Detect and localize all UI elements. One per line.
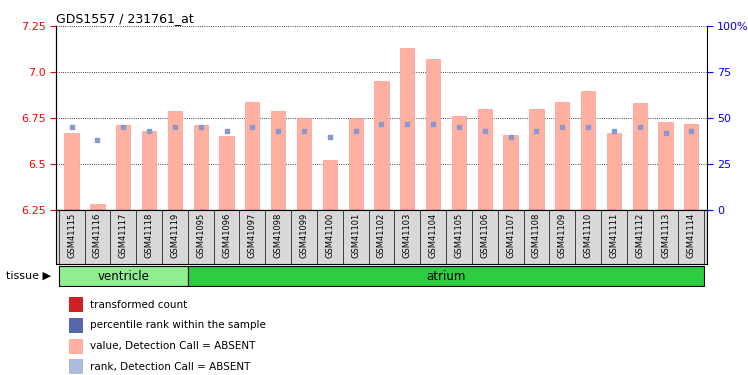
Text: GSM41097: GSM41097	[248, 213, 257, 258]
Text: GSM41106: GSM41106	[480, 213, 489, 258]
Bar	[607, 133, 621, 210]
Text: GSM41099: GSM41099	[299, 213, 308, 258]
Text: GSM41119: GSM41119	[171, 213, 180, 258]
Bar	[555, 102, 569, 210]
Text: GDS1557 / 231761_at: GDS1557 / 231761_at	[56, 12, 194, 25]
Text: GSM41096: GSM41096	[222, 213, 231, 258]
Point	[375, 121, 387, 127]
Text: GSM41103: GSM41103	[403, 213, 412, 258]
Bar	[69, 318, 84, 333]
Point	[685, 128, 697, 134]
Text: GSM41114: GSM41114	[687, 213, 696, 258]
Bar	[452, 116, 466, 210]
Text: GSM41105: GSM41105	[455, 213, 464, 258]
Bar	[503, 135, 518, 210]
Text: GSM41100: GSM41100	[325, 213, 334, 258]
Text: GSM41095: GSM41095	[196, 213, 205, 258]
Bar	[64, 133, 79, 210]
Bar	[349, 118, 363, 210]
Point	[272, 128, 284, 134]
Point	[169, 124, 181, 130]
Point	[298, 128, 310, 134]
Point	[402, 121, 414, 127]
Text: value, Detection Call = ABSENT: value, Detection Call = ABSENT	[90, 341, 255, 351]
Text: GSM41102: GSM41102	[377, 213, 386, 258]
Bar	[69, 359, 84, 374]
Point	[505, 134, 517, 140]
Point	[66, 124, 78, 130]
Point	[582, 124, 594, 130]
Bar	[684, 124, 699, 210]
Bar	[426, 59, 441, 210]
Bar	[69, 339, 84, 354]
Text: GSM41113: GSM41113	[661, 213, 670, 258]
Text: transformed count: transformed count	[90, 300, 187, 310]
FancyBboxPatch shape	[188, 266, 705, 286]
Bar	[530, 109, 544, 210]
Bar	[375, 81, 388, 210]
Text: GSM41104: GSM41104	[429, 213, 438, 258]
Bar	[400, 48, 414, 210]
Bar	[91, 204, 105, 210]
Point	[453, 124, 465, 130]
Bar	[322, 160, 337, 210]
Bar	[271, 111, 285, 210]
Text: tissue ▶: tissue ▶	[6, 271, 51, 281]
Text: GSM41116: GSM41116	[93, 213, 102, 258]
Text: GSM41112: GSM41112	[635, 213, 644, 258]
Bar	[581, 90, 595, 210]
Point	[246, 124, 258, 130]
Point	[557, 124, 568, 130]
Bar	[633, 104, 647, 210]
Point	[221, 128, 233, 134]
Bar	[245, 102, 260, 210]
Bar	[69, 297, 84, 312]
Bar	[168, 111, 182, 210]
Bar	[658, 122, 672, 210]
Point	[634, 124, 646, 130]
Text: GSM41111: GSM41111	[610, 213, 619, 258]
Text: GSM41115: GSM41115	[67, 213, 76, 258]
Text: GSM41107: GSM41107	[506, 213, 515, 258]
Bar	[116, 126, 130, 210]
Text: ventricle: ventricle	[97, 270, 149, 282]
Point	[91, 137, 103, 143]
Bar	[297, 118, 311, 210]
FancyBboxPatch shape	[58, 266, 188, 286]
Text: GSM41108: GSM41108	[532, 213, 541, 258]
Point	[530, 128, 542, 134]
Point	[427, 121, 439, 127]
Text: GSM41109: GSM41109	[558, 213, 567, 258]
Text: rank, Detection Call = ABSENT: rank, Detection Call = ABSENT	[90, 362, 251, 372]
Text: GSM41118: GSM41118	[144, 213, 153, 258]
Text: GSM41101: GSM41101	[351, 213, 360, 258]
Point	[117, 124, 129, 130]
Point	[349, 128, 361, 134]
Point	[660, 130, 672, 136]
Bar	[478, 109, 492, 210]
Text: GSM41117: GSM41117	[119, 213, 128, 258]
Bar	[219, 136, 233, 210]
Bar	[194, 126, 208, 210]
Point	[143, 128, 155, 134]
Point	[194, 124, 206, 130]
Text: atrium: atrium	[426, 270, 466, 282]
Point	[608, 128, 620, 134]
Text: GSM41098: GSM41098	[274, 213, 283, 258]
Text: GSM41110: GSM41110	[583, 213, 592, 258]
Text: percentile rank within the sample: percentile rank within the sample	[90, 321, 266, 330]
Bar	[142, 131, 156, 210]
Point	[324, 134, 336, 140]
Point	[479, 128, 491, 134]
